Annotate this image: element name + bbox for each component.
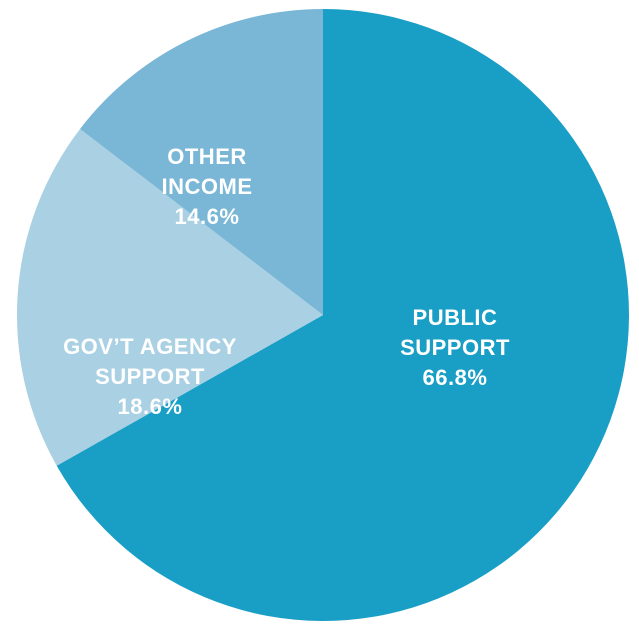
pie-slice-0	[56, 9, 629, 621]
pie-slice-2	[80, 9, 323, 315]
pie-slice-label-line: GOV’T AGENCY	[63, 334, 237, 359]
pie-slice-label-line: OTHER	[167, 144, 247, 169]
pie-labels: PUBLIC SUPPORT 66.8% GOV’T AGENCY SUPPORT 18.…	[63, 144, 510, 419]
pie-slice-label-line: INCOME	[162, 174, 253, 199]
pie-slice-label-line: PUBLIC	[413, 305, 498, 330]
pie-slice-1	[16, 128, 324, 466]
pie-slice-label-2: OTHER INCOME 14.6%	[162, 144, 253, 229]
pie-slice-label-1: GOV’T AGENCY SUPPORT 18.6%	[63, 334, 237, 419]
pie-slice-value: 66.8%	[423, 365, 488, 390]
pie-slice-label-line: SUPPORT	[95, 364, 205, 389]
pie-slices	[16, 9, 629, 621]
pie-slice-label-line: SUPPORT	[400, 335, 510, 360]
pie-slice-value: 18.6%	[118, 394, 183, 419]
pie-slice-value: 14.6%	[175, 204, 240, 229]
pie-slice-label-0: PUBLIC SUPPORT 66.8%	[400, 305, 510, 390]
